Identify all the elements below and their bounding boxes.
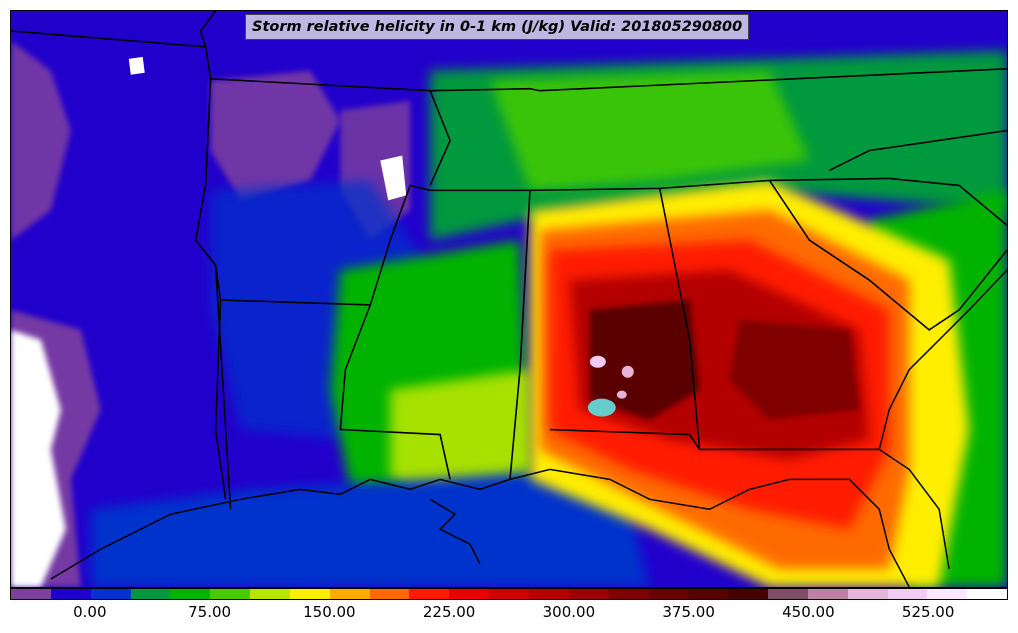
colorbar-tick-label: 525.00 — [901, 603, 955, 621]
colorbar-segment — [967, 589, 1008, 599]
purple-region-oklahoma — [210, 70, 341, 201]
colorbar-segment — [688, 589, 729, 599]
colorbar-segment — [887, 589, 928, 599]
colorbar-segment — [409, 589, 450, 599]
pink-spot-1 — [589, 355, 606, 368]
map-title-text: Storm relative helicity in 0-1 km (J/kg)… — [252, 19, 743, 35]
colorbar-tick-label: 450.00 — [782, 603, 835, 621]
colorbar-segment — [449, 589, 490, 599]
lime-gulf-coast — [390, 369, 530, 510]
map-panel — [10, 10, 1008, 588]
colorbar-tick-label: 0.00 — [73, 603, 107, 621]
maroon-core-east — [729, 319, 860, 420]
colorbar — [10, 588, 1008, 600]
cyan-spot — [587, 398, 616, 417]
colorbar-segment — [50, 589, 91, 599]
colorbar-segment — [210, 589, 251, 599]
colorbar-segment — [728, 589, 769, 599]
colorbar-segment — [807, 589, 848, 599]
colorbar-segment — [369, 589, 410, 599]
colorbar-tick-label: 225.00 — [422, 603, 476, 621]
helicity-map — [11, 11, 1007, 587]
helicity-field — [11, 11, 1007, 587]
map-title: Storm relative helicity in 0-1 km (J/kg)… — [245, 14, 750, 40]
colorbar-segment — [608, 589, 649, 599]
coastline — [50, 269, 1007, 587]
colorbar-segment — [170, 589, 211, 599]
colorbar-tick-label: 150.00 — [303, 603, 356, 621]
colorbar-segment — [11, 589, 51, 599]
colorbar-segment — [927, 589, 968, 599]
state-borders — [11, 11, 1007, 510]
colorbar-segment — [528, 589, 569, 599]
colorbar-segment — [289, 589, 330, 599]
colorbar-segment — [847, 589, 888, 599]
pink-spot-2 — [621, 365, 634, 378]
colorbar-segment — [250, 589, 290, 599]
white-patch-west — [11, 329, 66, 587]
colorbar-segment — [329, 589, 370, 599]
colorbar-segment — [768, 589, 808, 599]
green-bright-north — [490, 70, 810, 191]
colorbar-tick-label: 375.00 — [662, 603, 715, 621]
colorbar-tick-label: 300.00 — [542, 603, 596, 621]
pink-spot-3 — [616, 390, 627, 399]
purple-region-west — [11, 40, 71, 241]
colorbar-segment — [489, 589, 529, 599]
colorbar-segment — [90, 589, 131, 599]
maroon-core — [589, 299, 700, 420]
colorbar-segment — [130, 589, 171, 599]
white-spot-kansas — [128, 56, 145, 75]
colorbar-tick-label: 75.00 — [188, 603, 232, 621]
white-spots-north — [380, 155, 407, 201]
colorbar-ticks: 0.00 75.00 150.00 225.00 300.00 375.00 450.00 5… — [10, 600, 1008, 630]
colorbar-segment — [568, 589, 609, 599]
colorbar-segment — [648, 589, 689, 599]
